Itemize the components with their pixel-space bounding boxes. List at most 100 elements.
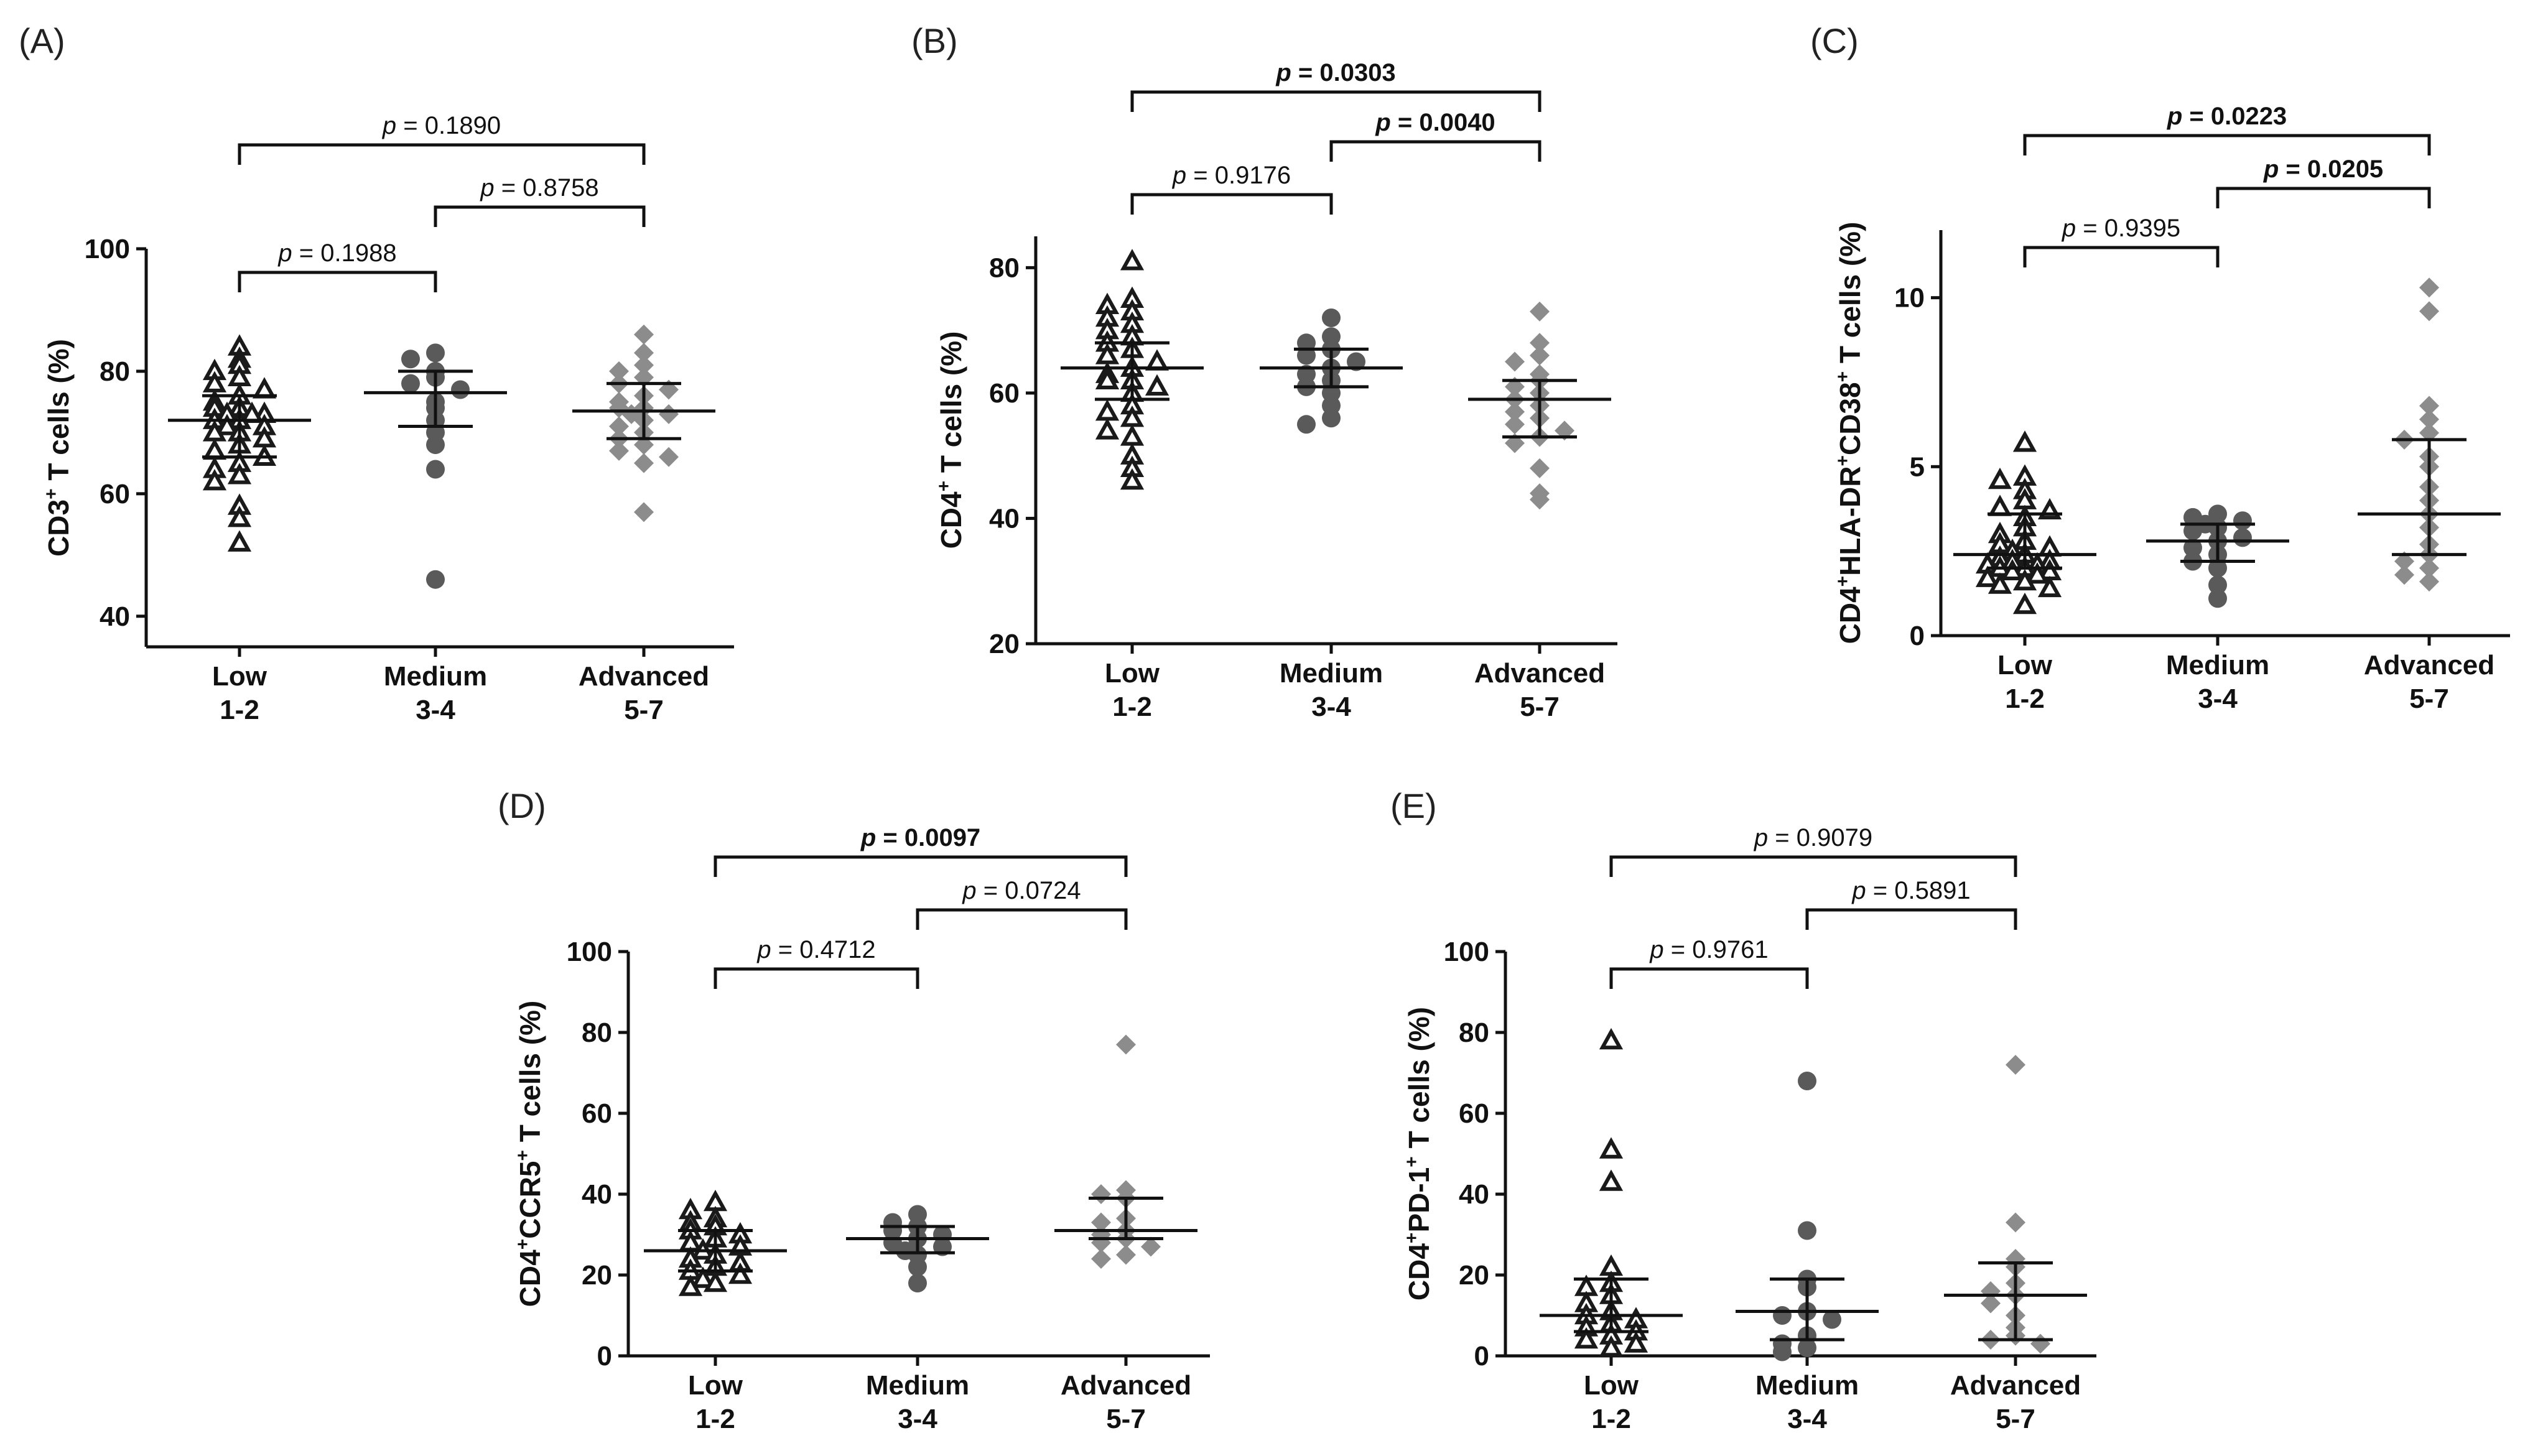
data-point-circle: [2183, 521, 2202, 540]
data-point-triangle: [1599, 1169, 1624, 1191]
data-point-triangle: [2025, 562, 2050, 584]
data-point-circle: [1322, 308, 1341, 327]
data-point-triangle: [1120, 249, 1145, 271]
y-tick-label: 20: [582, 1260, 612, 1291]
data-point-diamond: [1530, 301, 1550, 322]
data-point-triangle: [1988, 494, 2012, 516]
data-point-diamond: [634, 502, 654, 522]
data-point-diamond: [1091, 1249, 1111, 1269]
p-value-label: p = 0.4712: [756, 936, 875, 963]
data-point-circle: [2208, 504, 2227, 524]
y-tick-label: 60: [100, 479, 130, 509]
x-category-label: Advanced: [2364, 650, 2495, 680]
x-category-label: Medium: [866, 1370, 969, 1401]
data-point-diamond: [1530, 333, 1550, 353]
data-point-triangle: [1095, 399, 1120, 421]
y-tick-label: 0: [1910, 621, 1925, 651]
significance-bracket: [714, 967, 919, 989]
data-point-diamond: [1981, 1293, 2001, 1314]
y-tick-label: 40: [100, 601, 130, 632]
panel-label: (C): [1810, 21, 1859, 60]
y-tick-label: 80: [989, 253, 1020, 283]
data-point-circle: [2208, 559, 2227, 578]
data-point-triangle: [1975, 565, 2000, 587]
panel-label: (D): [498, 786, 546, 825]
y-tick-label: 0: [1474, 1341, 1489, 1371]
data-point-triangle: [1145, 374, 1169, 396]
significance-bracket: [238, 143, 646, 165]
data-point-diamond: [1505, 414, 1525, 435]
y-tick-label: 5: [1910, 452, 1925, 482]
y-axis-label: CD3+ T cells (%): [41, 339, 75, 557]
x-category-label: Medium: [384, 661, 487, 692]
data-point-circle: [2208, 575, 2227, 595]
x-category-sublabel: 5-7: [1106, 1404, 1146, 1434]
x-category-sublabel: 3-4: [416, 695, 455, 725]
y-tick-label: 100: [567, 937, 612, 967]
x-category-sublabel: 3-4: [898, 1404, 937, 1434]
data-point-circle: [1773, 1342, 1792, 1361]
data-point-circle: [1347, 352, 1365, 371]
significance-bracket: [434, 205, 646, 227]
x-category-label: Low: [1997, 650, 2053, 680]
y-tick-label: 40: [582, 1179, 612, 1210]
x-category-sublabel: 5-7: [624, 695, 664, 725]
data-point-triangle: [2012, 430, 2037, 452]
x-category-sublabel: 1-2: [220, 695, 259, 725]
data-point-circle: [2233, 511, 2252, 531]
data-point-circle: [426, 435, 445, 455]
data-point-diamond: [2419, 277, 2439, 298]
significance-bracket: [2023, 246, 2220, 267]
y-tick-label: 100: [1444, 937, 1489, 967]
data-point-circle: [1798, 1221, 1816, 1240]
data-point-triangle: [1574, 1327, 1599, 1349]
data-point-diamond: [2006, 1212, 2025, 1233]
x-category-sublabel: 5-7: [1520, 692, 1560, 722]
data-point-diamond: [2030, 1333, 2050, 1354]
x-category-sublabel: 1-2: [2005, 684, 2045, 714]
data-point-circle: [401, 374, 420, 393]
significance-bracket: [1609, 967, 1809, 989]
y-tick-label: 20: [1459, 1260, 1489, 1291]
data-point-triangle: [215, 414, 239, 435]
data-point-circle: [2208, 589, 2227, 608]
data-point-triangle: [1120, 424, 1145, 446]
data-point-diamond: [1530, 345, 1550, 366]
x-category-label: Medium: [1280, 658, 1383, 689]
x-category-label: Advanced: [1950, 1370, 2081, 1401]
x-category-label: Low: [1584, 1370, 1639, 1401]
x-category-sublabel: 3-4: [1311, 692, 1351, 722]
p-value-label: p = 0.0097: [860, 824, 980, 851]
data-point-triangle: [2012, 568, 2037, 591]
data-point-triangle: [202, 468, 227, 491]
data-point-triangle: [1599, 1027, 1624, 1050]
significance-bracket: [714, 855, 1128, 877]
data-point-diamond: [1505, 402, 1525, 422]
y-axis-label: CD4+CCR5+ T cells (%): [513, 1001, 546, 1307]
p-value-label: p = 0.0040: [1375, 109, 1495, 136]
data-point-triangle: [227, 463, 252, 485]
data-point-diamond: [634, 355, 654, 376]
data-point-diamond: [1530, 458, 1550, 478]
data-point-triangle: [227, 530, 252, 552]
data-point-diamond: [609, 440, 629, 461]
panel-label: (E): [1390, 786, 1437, 825]
data-point-diamond: [1091, 1184, 1111, 1204]
data-point-diamond: [634, 453, 654, 473]
data-point-diamond: [609, 361, 629, 381]
data-point-circle: [1773, 1306, 1792, 1325]
significance-bracket: [1805, 908, 2017, 930]
data-point-circle: [1297, 415, 1316, 434]
x-category-sublabel: 1-2: [1591, 1404, 1631, 1434]
x-category-sublabel: 3-4: [1787, 1404, 1827, 1434]
data-point-circle: [1322, 409, 1341, 428]
y-tick-label: 10: [1894, 283, 1925, 313]
data-point-triangle: [1599, 1335, 1624, 1357]
p-value-label: p = 0.0724: [962, 877, 1081, 904]
y-tick-label: 80: [582, 1018, 612, 1048]
data-point-circle: [426, 570, 445, 589]
data-point-diamond: [2419, 396, 2439, 416]
panel-e: (E) 0 20 40 60 80 100 CD4+PD-1+ T cells (%) Low1…: [1390, 786, 2096, 1434]
data-point-diamond: [1505, 351, 1525, 372]
